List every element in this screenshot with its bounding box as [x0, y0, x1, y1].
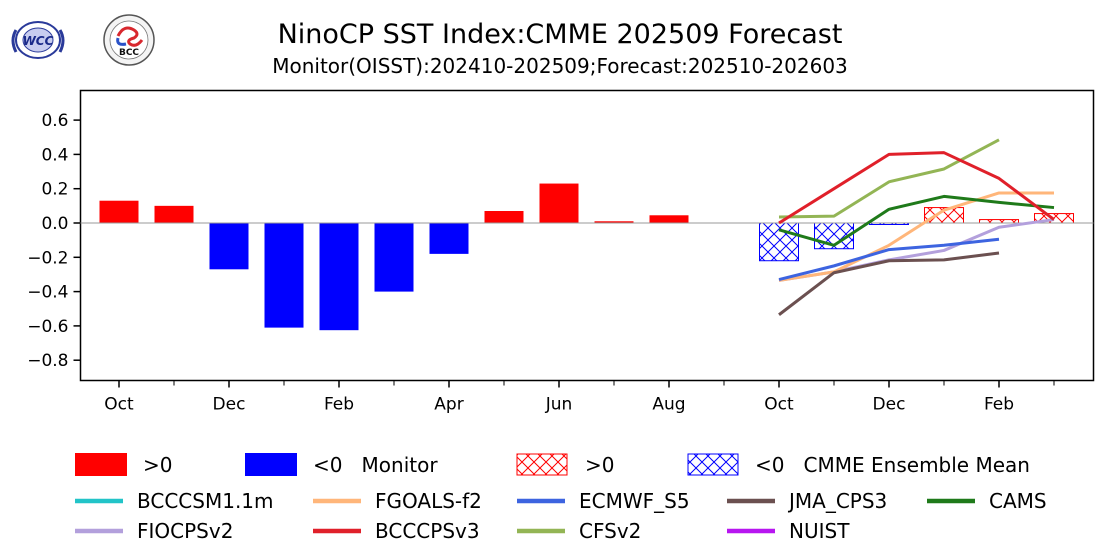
legend-label-bcccsm1-1m: BCCCSM1.1m — [137, 489, 274, 513]
bcc-logo: BCC — [103, 14, 155, 66]
x-axis: Oct Dec Feb Apr Jun Aug Oct Dec Feb — [104, 380, 1055, 415]
series-line-cams — [778, 194, 1055, 247]
x-tick-label: Oct — [104, 395, 134, 415]
y-tick-label: −0.2 — [27, 248, 68, 268]
x-tick-label: Dec — [873, 395, 906, 415]
legend-label-fgoals-f2: FGOALS-f2 — [375, 489, 482, 513]
series-line-cfsv2 — [778, 138, 1000, 219]
wcc-logo-text: WCC — [23, 34, 54, 48]
legend-ensemble-positive-label: >0 — [585, 453, 614, 477]
monitor-bar-2025-04 — [429, 223, 469, 254]
y-tick-label: −0.8 — [27, 351, 68, 371]
x-tick-label: Feb — [324, 395, 354, 415]
monitor-bar-2025-08 — [649, 215, 689, 223]
x-tick-label: Jun — [545, 395, 573, 415]
legend-label-nuist: NUIST — [789, 519, 850, 543]
x-tick-label: Dec — [213, 395, 246, 415]
monitor-bar-2025-03 — [374, 223, 414, 292]
ensemble-mean-bar-2025-10 — [759, 222, 799, 262]
series-line-fgoals-f2 — [778, 191, 1054, 282]
monitor-bar-2025-02 — [319, 223, 359, 331]
monitor-bar-2025-05 — [484, 210, 524, 223]
legend-ensemble-negative-label: <0 CMME Ensemble Mean — [755, 453, 1030, 477]
legend-monitor-negative-label: <0 Monitor — [313, 453, 438, 477]
model-lines — [778, 138, 1055, 316]
series-line-ecmwf-s5 — [778, 237, 1000, 282]
legend-label-bcccpsv3: BCCCPSv3 — [375, 519, 480, 543]
legend: >0 <0 Monitor >0 <0 CMME Ensemble Mean B… — [75, 453, 1047, 543]
y-axis: 0.6 0.4 0.2 0.0 −0.2 −0.4 −0.6 −0.8 — [27, 111, 81, 371]
chart-subtitle: Monitor(OISST):202410-202509;Forecast:20… — [272, 54, 848, 78]
monitor-bar-2025-01 — [264, 223, 304, 328]
legend-ensemble-positive-swatch — [516, 453, 568, 476]
y-tick-label: 0.2 — [41, 180, 68, 200]
wcc-logo: WCC — [11, 21, 65, 59]
y-tick-label: −0.4 — [27, 283, 68, 303]
series-line-jma-cps3 — [778, 251, 1000, 316]
legend-ensemble-negative-swatch — [687, 453, 739, 476]
y-tick-label: −0.6 — [27, 317, 68, 337]
monitor-bar-2024-10 — [99, 200, 139, 223]
x-tick-label: Oct — [764, 395, 794, 415]
y-tick-label: 0.0 — [41, 214, 68, 234]
legend-monitor-positive-swatch — [75, 453, 127, 476]
monitor-bar-2024-12 — [209, 223, 249, 270]
legend-monitor-positive-label: >0 — [143, 453, 172, 477]
ensemble-mean-bar-2026-02 — [979, 219, 1019, 224]
chart-title: NinoCP SST Index:CMME 202509 Forecast — [278, 19, 843, 50]
legend-label-cfsv2: CFSv2 — [579, 519, 641, 543]
legend-label-jma-cps3: JMA_CPS3 — [787, 489, 887, 513]
y-tick-label: 0.4 — [41, 145, 68, 165]
monitor-bar-2025-06 — [539, 183, 579, 223]
x-tick-label: Feb — [984, 395, 1014, 415]
legend-label-ecmwf-s5: ECMWF_S5 — [579, 489, 690, 513]
plot-frame — [79, 89, 1095, 382]
monitor-bar-2024-11 — [154, 205, 194, 223]
bcc-logo-text: BCC — [119, 48, 139, 58]
legend-label-cams: CAMS — [989, 489, 1047, 513]
x-tick-label: Apr — [434, 395, 463, 415]
x-tick-label: Aug — [652, 395, 685, 415]
monitor-bar-2025-07 — [594, 221, 634, 223]
monitor-bars — [99, 183, 689, 331]
legend-monitor-negative-swatch — [245, 453, 297, 476]
legend-label-fiocpsv2: FIOCPSv2 — [137, 519, 233, 543]
series-line-bcccpsv3 — [778, 151, 1055, 225]
y-tick-label: 0.6 — [41, 111, 68, 131]
